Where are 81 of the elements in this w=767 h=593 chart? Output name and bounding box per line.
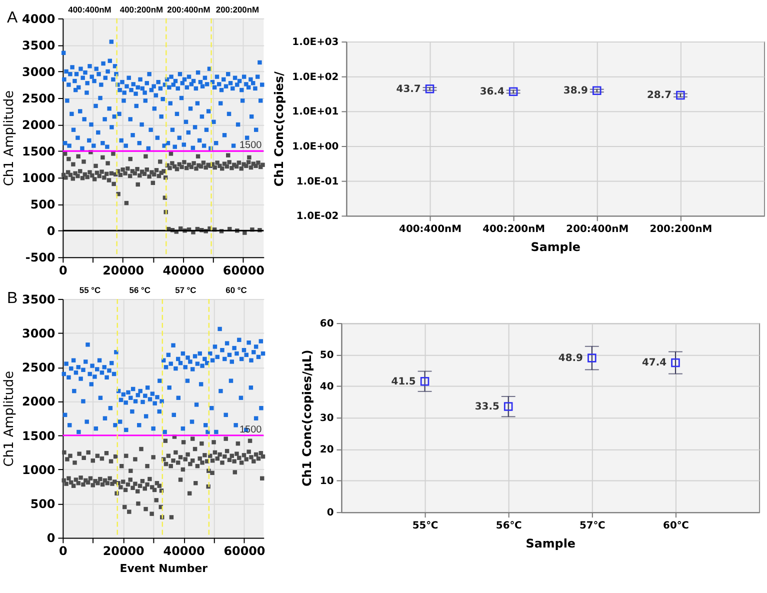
y-tick-label: 10 xyxy=(320,476,334,488)
x-tick-label: 0 xyxy=(59,264,68,278)
x-tick-label: 20000 xyxy=(102,264,144,278)
data-label: 48.9 xyxy=(558,353,584,364)
x-tick-label: 20000 xyxy=(102,544,144,558)
y-axis-title: Ch1 Conc(copies/ xyxy=(272,70,286,187)
y-tick-label: 2500 xyxy=(22,360,56,375)
data-label: 38.9 xyxy=(563,86,588,97)
point xyxy=(420,376,430,386)
y-tick-label: 3000 xyxy=(22,64,56,79)
x-tick-label: 55℃ xyxy=(412,520,438,532)
y-tick-label: 1.0E-02 xyxy=(296,211,339,222)
y-tick-label: 3500 xyxy=(22,292,56,306)
x-tick-label: 60℃ xyxy=(663,520,689,532)
x-tick-label: 57℃ xyxy=(579,520,606,532)
y-tick-label: 30 xyxy=(320,413,334,424)
data-label: 43.7 xyxy=(396,84,421,95)
data-label: 47.4 xyxy=(642,358,667,369)
y-tick-label: 1500 xyxy=(22,428,56,443)
y-tick-label: 0 xyxy=(46,531,56,546)
text: 200:200nM xyxy=(216,4,260,14)
x-tick-label: 400:400nM xyxy=(399,224,462,236)
point xyxy=(588,354,596,362)
data-label: 36.4 xyxy=(480,86,504,98)
text: 57 °C xyxy=(175,284,196,295)
text: 400:400nM xyxy=(68,4,112,14)
text: 55 °C xyxy=(79,284,101,295)
x-tick-label: 60000 xyxy=(224,544,266,558)
y-tick-label: 20 xyxy=(320,444,334,456)
x-axis-title: Event Number xyxy=(120,562,208,576)
y-tick-label: 1.0E+03 xyxy=(292,37,339,48)
text: 56 °C xyxy=(129,284,150,295)
x-tick-label: 40000 xyxy=(163,544,205,558)
text: 200:400nM xyxy=(167,4,210,14)
data-label: 41.5 xyxy=(391,376,416,388)
data-label: 33.5 xyxy=(474,402,500,413)
x-axis-title: Sample xyxy=(530,240,580,254)
ref-line-label: 1500 xyxy=(240,424,262,436)
point xyxy=(676,90,685,100)
x-tick-label: 200:200nM xyxy=(650,224,712,236)
y-tick-label: 1.0E+02 xyxy=(292,72,339,83)
y-tick-label: 1.0E-01 xyxy=(296,176,339,188)
y-tick-label: 1000 xyxy=(22,171,56,186)
x-tick-label: 200:400nM xyxy=(566,224,629,236)
y-tick-label: 2000 xyxy=(22,394,56,409)
y-tick-label: 1000 xyxy=(22,462,56,477)
point xyxy=(671,358,680,368)
text: A xyxy=(6,9,18,26)
y-tick-label: 3500 xyxy=(22,38,56,52)
x-tick-label: 56℃ xyxy=(496,520,522,532)
x-tick-label: 60000 xyxy=(222,264,264,278)
y-axis-title: Ch1 Amplitude xyxy=(2,370,18,467)
ref-line-label: 1500 xyxy=(240,140,262,152)
y-tick-label: 3000 xyxy=(22,326,56,341)
text: 400:200nM xyxy=(120,4,164,14)
y-tick-label: 1500 xyxy=(22,144,56,159)
point xyxy=(592,86,602,96)
x-axis-title: Sample xyxy=(526,536,576,550)
y-tick-label: 0 xyxy=(326,508,334,519)
y-tick-label: 40 xyxy=(320,382,334,393)
y-tick-label: 1.0E+01 xyxy=(292,106,339,118)
y-tick-label: 1.0E+00 xyxy=(292,141,339,152)
x-tick-label: 400:200nM xyxy=(482,224,546,236)
x-tick-label: 40000 xyxy=(162,264,204,278)
y-tick-label: 2500 xyxy=(22,91,56,106)
text: B xyxy=(6,290,18,307)
y-axis-title: Ch1 Amplitude xyxy=(2,90,18,186)
point xyxy=(508,87,518,96)
y-tick-label: 2000 xyxy=(22,118,56,132)
x-tick-label: 0 xyxy=(59,544,68,558)
data-label: 28.7 xyxy=(646,90,672,102)
y-tick-label: 50 xyxy=(320,350,334,362)
y-tick-label: 60 xyxy=(320,318,334,330)
text: 60 °C xyxy=(226,284,247,295)
y-tick-label: 500 xyxy=(30,497,56,512)
y-tick-label: 500 xyxy=(30,198,56,212)
y-tick-label: 4000 xyxy=(22,12,56,26)
y-axis-title: Ch1 Conc(copies/μL) xyxy=(300,350,314,487)
point xyxy=(425,84,434,94)
point xyxy=(504,402,513,411)
y-tick-label: -500 xyxy=(25,250,56,265)
